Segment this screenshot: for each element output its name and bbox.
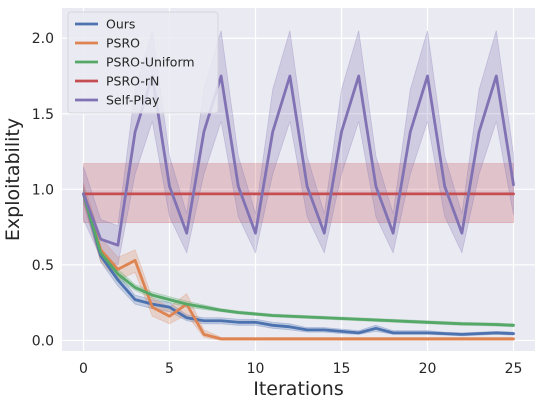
line-psro bbox=[82, 192, 515, 341]
legend-label-psro-uniform: PSRO-Uniform bbox=[106, 55, 195, 70]
x-tick-label: 10 bbox=[247, 361, 265, 377]
y-tick-label: 0.5 bbox=[32, 258, 54, 274]
y-axis-label: Exploitability bbox=[2, 118, 24, 241]
y-tick-label: 1.5 bbox=[32, 107, 54, 123]
band-psro bbox=[83, 183, 514, 341]
legend-label-psro: PSRO bbox=[106, 36, 140, 51]
x-tick-label: 25 bbox=[505, 361, 523, 377]
x-tick-label: 5 bbox=[165, 361, 174, 377]
x-tick-label: 0 bbox=[79, 361, 88, 377]
legend-box bbox=[67, 11, 219, 114]
y-tick-label: 0.0 bbox=[32, 333, 54, 349]
band-psro-uniform bbox=[83, 189, 514, 328]
y-tick-label: 1.0 bbox=[32, 182, 54, 198]
x-tick-label: 20 bbox=[419, 361, 437, 377]
line-ours bbox=[82, 192, 515, 336]
x-axis-label: Iterations bbox=[253, 378, 344, 400]
legend: Ours PSRO PSRO-Uniform PSRO-rN Self-Play bbox=[67, 11, 219, 114]
y-tick-labels: 0.0 0.5 1.0 1.5 2.0 bbox=[32, 31, 54, 349]
x-tick-labels: 0 5 10 15 20 25 bbox=[79, 361, 522, 377]
line-psro-uniform bbox=[82, 192, 515, 327]
series-lines bbox=[82, 74, 515, 341]
x-tick-label: 15 bbox=[333, 361, 351, 377]
legend-label-psro-rn: PSRO-rN bbox=[106, 74, 159, 89]
legend-label-ours: Ours bbox=[106, 17, 135, 32]
legend-label-self-play: Self-Play bbox=[106, 93, 160, 108]
y-tick-label: 2.0 bbox=[32, 31, 54, 47]
band-ours bbox=[83, 186, 514, 337]
